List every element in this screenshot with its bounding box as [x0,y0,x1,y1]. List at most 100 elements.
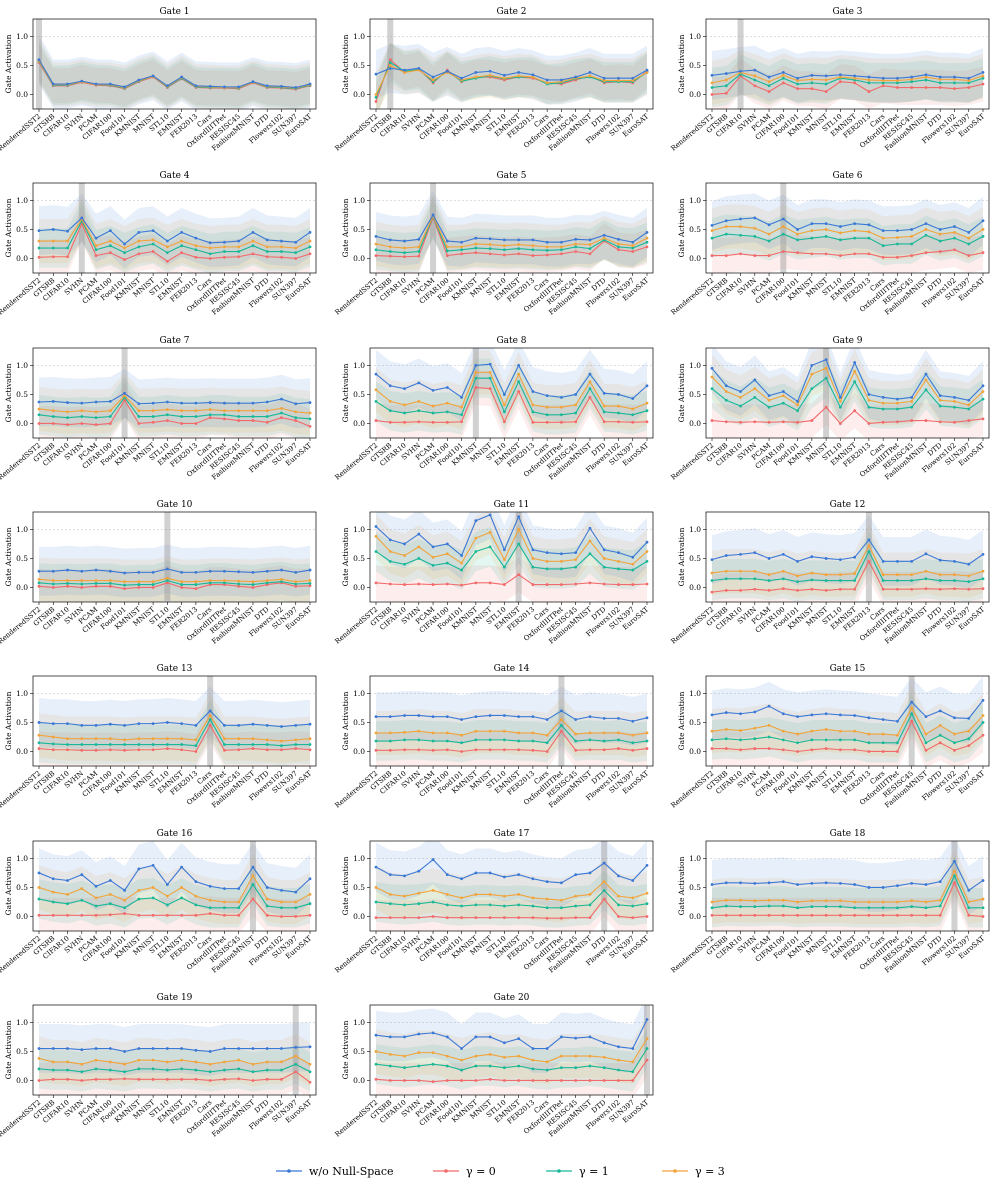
data-point [781,748,785,752]
data-point [853,900,857,904]
data-point [460,877,463,881]
data-point [280,1060,283,1064]
data-point [51,890,55,894]
data-point [474,729,478,733]
data-point [645,68,649,72]
data-point [431,1062,435,1066]
data-point [967,76,971,80]
data-point [560,78,563,82]
data-point [123,394,126,398]
data-point [617,393,620,396]
data-point [810,372,814,376]
data-point [265,886,269,889]
data-point [80,913,84,917]
data-point [710,229,714,233]
data-point [924,715,928,719]
data-point [251,743,255,746]
data-point [896,397,899,401]
data-point [645,863,649,867]
data-point [953,579,956,582]
series-line [39,568,311,574]
data-point [867,398,871,402]
y-tick-label: 0.0 [689,419,701,428]
data-point [37,913,41,917]
data-point [51,569,55,573]
data-point [838,80,842,84]
data-point [896,579,899,582]
series-line [376,718,648,736]
data-point [474,550,478,553]
data-point [953,559,956,563]
data-point [796,232,799,236]
data-point [967,744,971,748]
data-point [460,733,463,737]
data-point [724,232,728,236]
data-point [137,252,141,256]
data-point [94,579,98,582]
data-point [910,579,914,582]
data-point [223,737,226,741]
series-band [39,38,310,109]
data-point [294,738,298,742]
data-point [94,904,98,908]
data-point [753,378,757,382]
data-point [781,898,785,902]
data-point [151,863,155,867]
data-point [374,739,378,743]
highlight-column [249,841,256,931]
data-point [910,419,914,422]
data-point [403,738,406,742]
data-point [710,906,714,910]
data-point [108,748,112,752]
data-point [237,582,241,586]
data-point [374,93,378,96]
data-point [460,750,463,753]
panel-title: Gate 8 [496,336,526,346]
data-point [924,732,928,736]
data-point [967,407,971,411]
data-point [123,580,126,584]
data-point [374,1077,378,1081]
y-axis-label: Gate Activation [341,691,350,750]
data-point [66,582,69,585]
data-point [645,540,649,544]
data-point [617,76,620,80]
data-point [374,581,378,585]
data-point [881,750,885,753]
data-point [853,361,857,364]
data-point [824,405,828,409]
data-point [123,85,126,89]
data-point [981,733,985,737]
data-point [781,913,785,917]
y-tick-label: 1.0 [16,196,28,205]
data-point [488,237,492,241]
series-line [712,249,984,258]
plot-frame [705,675,990,767]
legend-marker [557,1169,561,1173]
data-point [165,1068,169,1072]
data-point [474,893,478,896]
data-point [531,565,535,569]
data-point [560,718,563,721]
data-point [910,254,914,257]
data-point [374,900,378,904]
data-point [617,79,620,82]
y-tick-label: 0.0 [353,254,365,263]
data-point [617,567,620,571]
data-point [645,401,649,405]
data-point [80,1079,84,1082]
panel-title: Gate 1 [159,7,189,17]
data-point [237,245,241,249]
data-point [967,906,971,910]
data-point [94,82,98,86]
data-point [431,888,435,892]
data-point [531,904,535,908]
data-point [753,74,757,78]
y-tick-label: 0.0 [689,912,701,921]
data-point [910,405,914,409]
data-point [265,400,269,404]
data-point [280,748,283,752]
data-point [753,235,757,238]
data-point [194,570,198,574]
